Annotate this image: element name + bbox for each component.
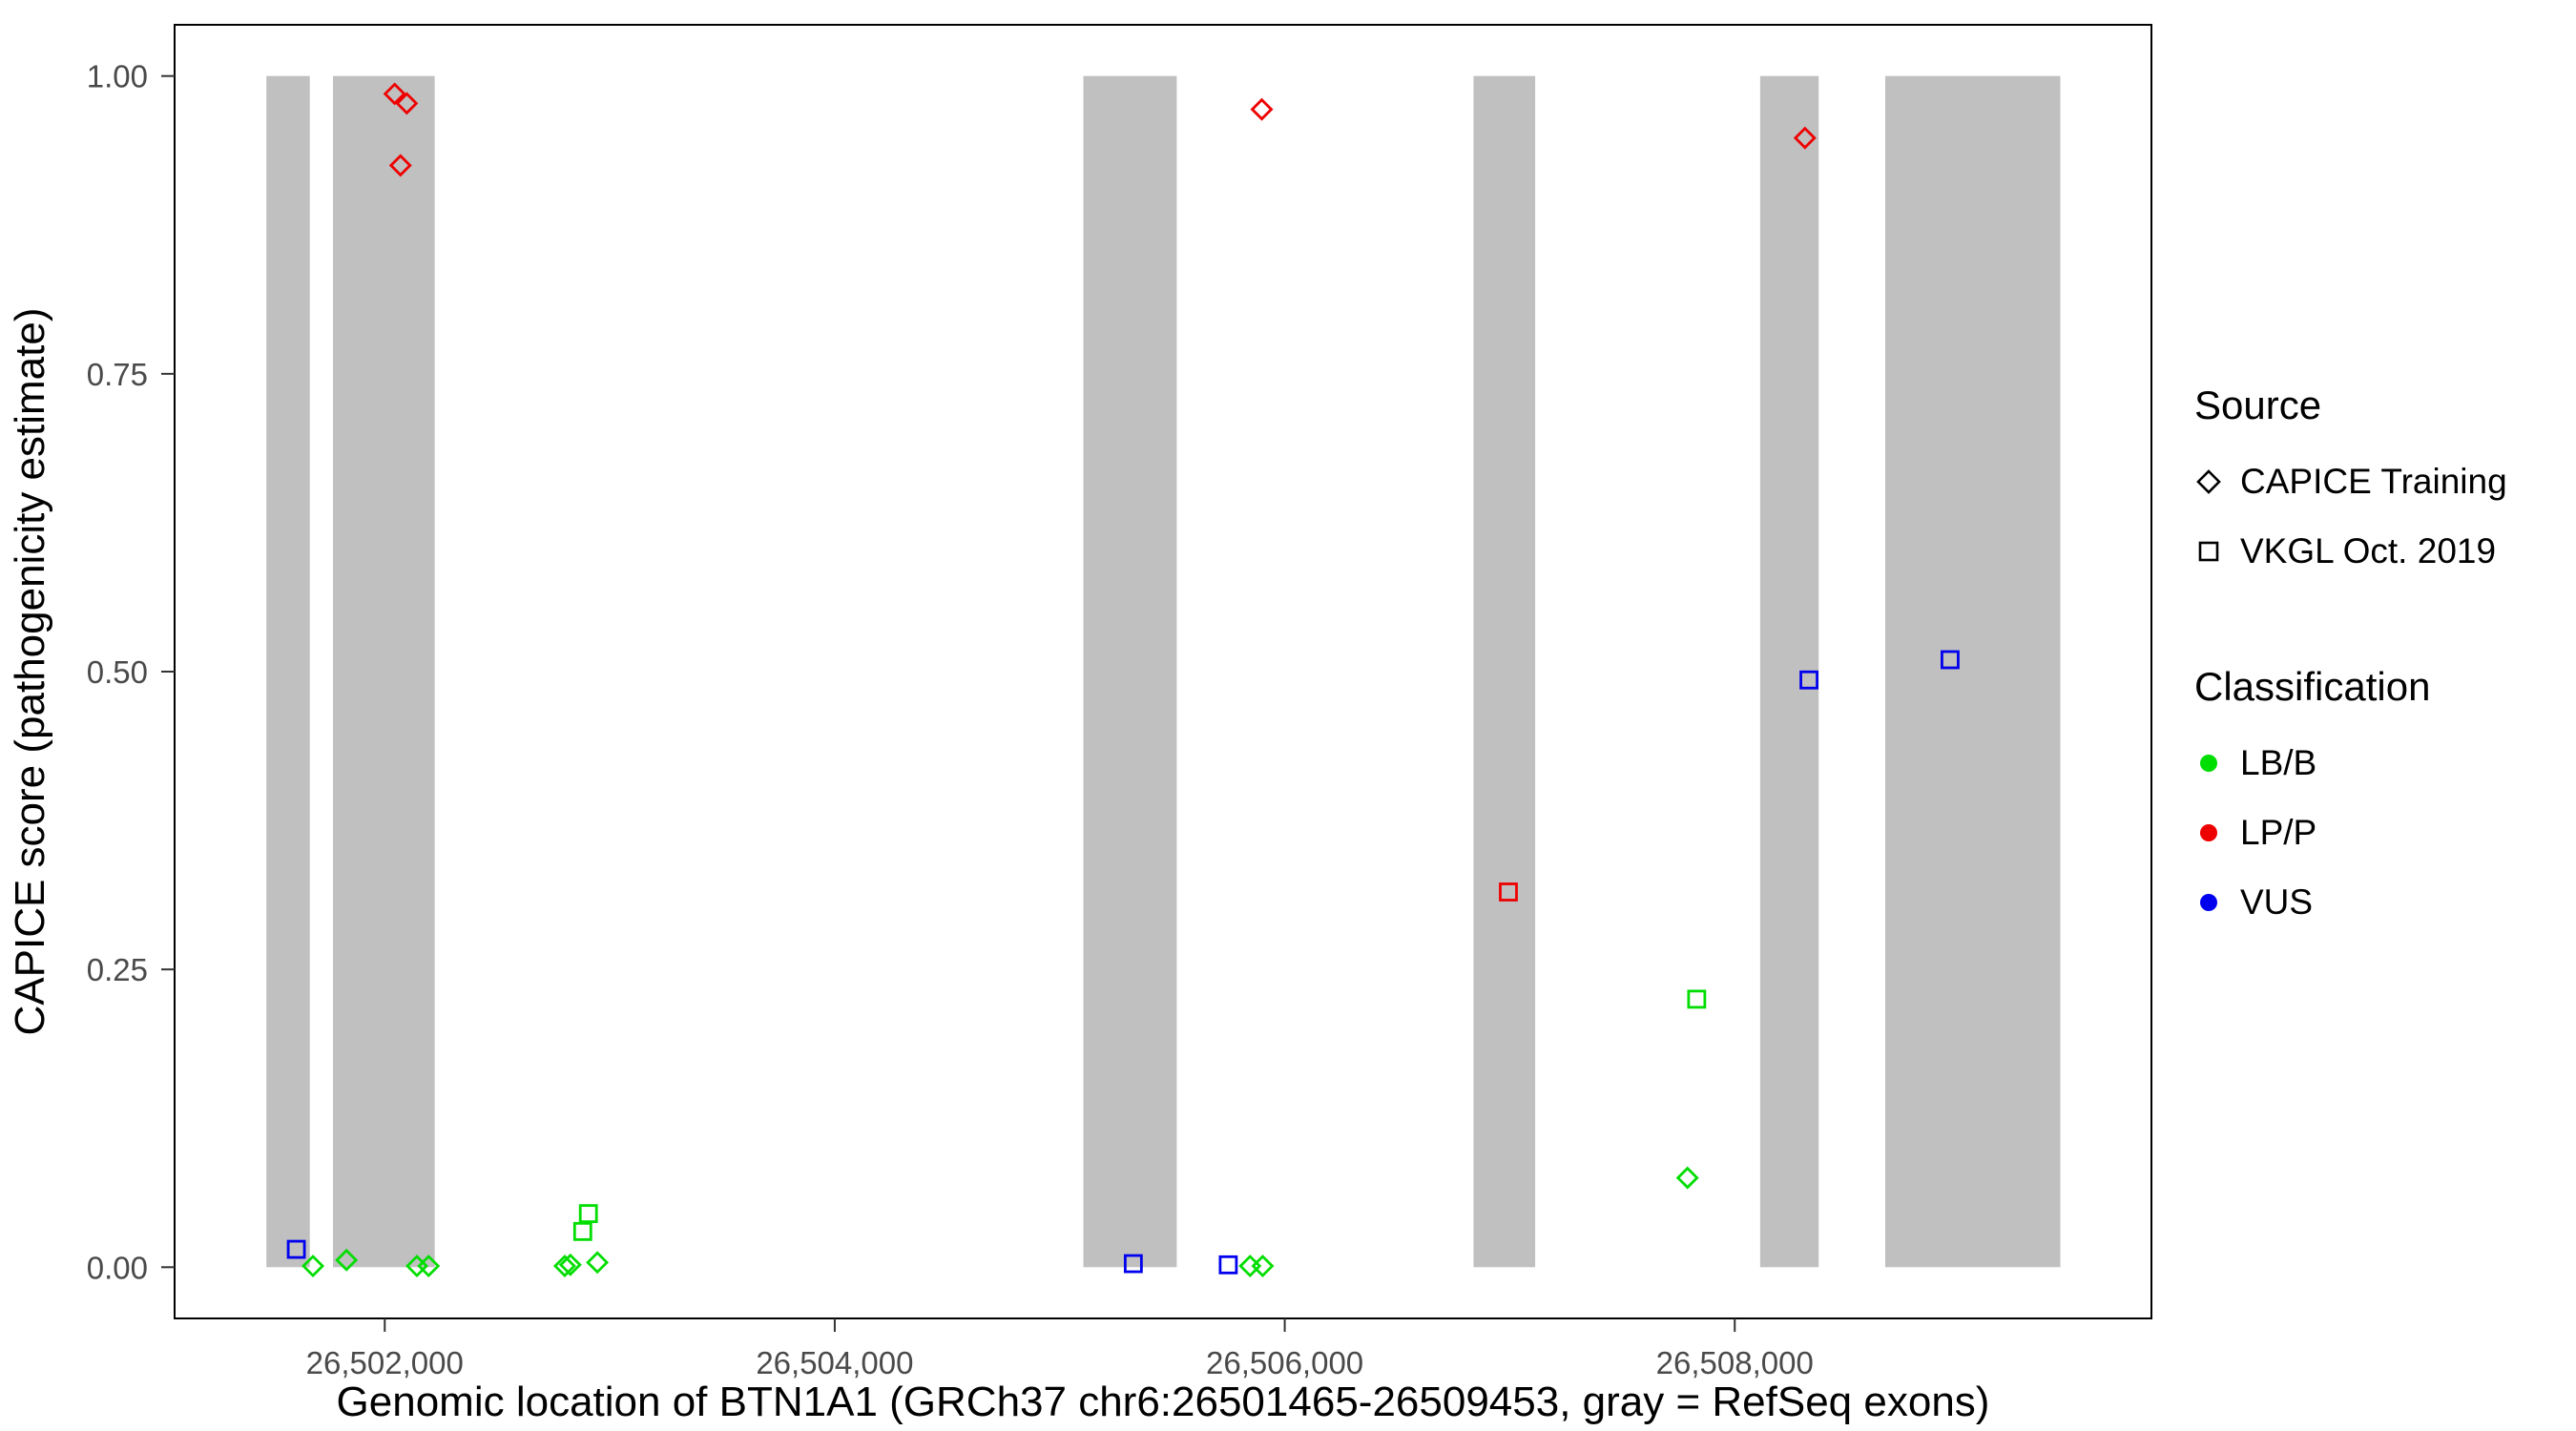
data-point-diamond: [1675, 1166, 1699, 1190]
green-dot-icon: [2200, 754, 2217, 772]
legend-source-title: Source: [2194, 383, 2322, 427]
x-axis-title: Genomic location of BTN1A1 (GRCh37 chr6:…: [337, 1379, 1990, 1425]
data-point-diamond: [388, 154, 412, 177]
x-tick-label: 26,508,000: [1656, 1345, 1814, 1380]
y-tick-label: 0.25: [87, 952, 148, 987]
legend-item-capice-training: CAPICE Training: [2194, 446, 2566, 516]
exon-band: [1885, 75, 2061, 1268]
legend-item-label: LB/B: [2240, 742, 2317, 782]
data-point-diamond: [301, 1255, 325, 1278]
data-point-square: [572, 1221, 592, 1241]
data-point-diamond: [552, 1255, 576, 1278]
y-tick-label: 1.00: [87, 59, 148, 94]
data-point-square: [1499, 882, 1518, 902]
exon-band: [1083, 75, 1177, 1268]
data-point-diamond: [1251, 1255, 1275, 1278]
data-point-diamond: [383, 82, 406, 106]
legend-item-label: VUS: [2240, 881, 2314, 922]
data-point-diamond: [586, 1251, 610, 1275]
data-point-diamond: [1793, 126, 1817, 150]
legend-classification-title: Classification: [2194, 664, 2431, 709]
data-point-diamond: [335, 1248, 359, 1272]
data-point-diamond: [395, 92, 419, 115]
data-point-square: [286, 1239, 306, 1259]
red-dot-icon: [2200, 823, 2217, 841]
legend-item-vkgl: VKGL Oct. 2019: [2194, 516, 2566, 586]
data-point-diamond: [1238, 1255, 1262, 1278]
data-point-square: [1941, 650, 1960, 670]
chart-plot-area: 26,502,000 26,504,000 26,506,000 26,508,000…: [87, 24, 2152, 1380]
data-point-diamond: [1250, 97, 1274, 121]
legend-item-vus: VUS: [2194, 867, 2566, 937]
data-point-square: [1799, 670, 1818, 690]
y-tick-label: 0.50: [87, 654, 148, 690]
exon-band: [333, 75, 435, 1268]
exon-band: [1473, 75, 1536, 1268]
legend: Source CAPICE Training VKGL Oct. 2019 Cl…: [2194, 382, 2566, 937]
open-diamond-icon: [2196, 468, 2221, 494]
y-tick-label: 0.00: [87, 1250, 148, 1285]
legend-item-label: VKGL Oct. 2019: [2240, 530, 2497, 570]
legend-item-lpp: LP/P: [2194, 798, 2566, 867]
data-point-square: [1218, 1255, 1238, 1275]
x-tick-label: 26,506,000: [1206, 1345, 1363, 1380]
legend-classification-group: Classification LB/B LP/P VUS: [2194, 663, 2566, 937]
data-point-diamond: [417, 1255, 441, 1278]
exon-band: [266, 75, 310, 1268]
legend-item-label: CAPICE Training: [2240, 461, 2507, 501]
legend-item-lbb: LB/B: [2194, 728, 2566, 798]
data-point-square: [578, 1204, 598, 1224]
legend-source-group: Source CAPICE Training VKGL Oct. 2019: [2194, 382, 2566, 586]
y-axis-title: CAPICE score (pathogenicity estimate): [7, 308, 53, 1036]
legend-item-label: LP/P: [2240, 812, 2317, 852]
data-point-diamond: [558, 1253, 582, 1276]
blue-dot-icon: [2200, 893, 2217, 911]
y-tick-label: 0.75: [87, 357, 148, 392]
x-tick-label: 26,502,000: [306, 1345, 464, 1380]
x-tick-label: 26,504,000: [756, 1345, 913, 1380]
data-point-square: [1687, 989, 1707, 1009]
open-square-icon: [2198, 541, 2219, 561]
data-point-square: [1123, 1254, 1143, 1274]
